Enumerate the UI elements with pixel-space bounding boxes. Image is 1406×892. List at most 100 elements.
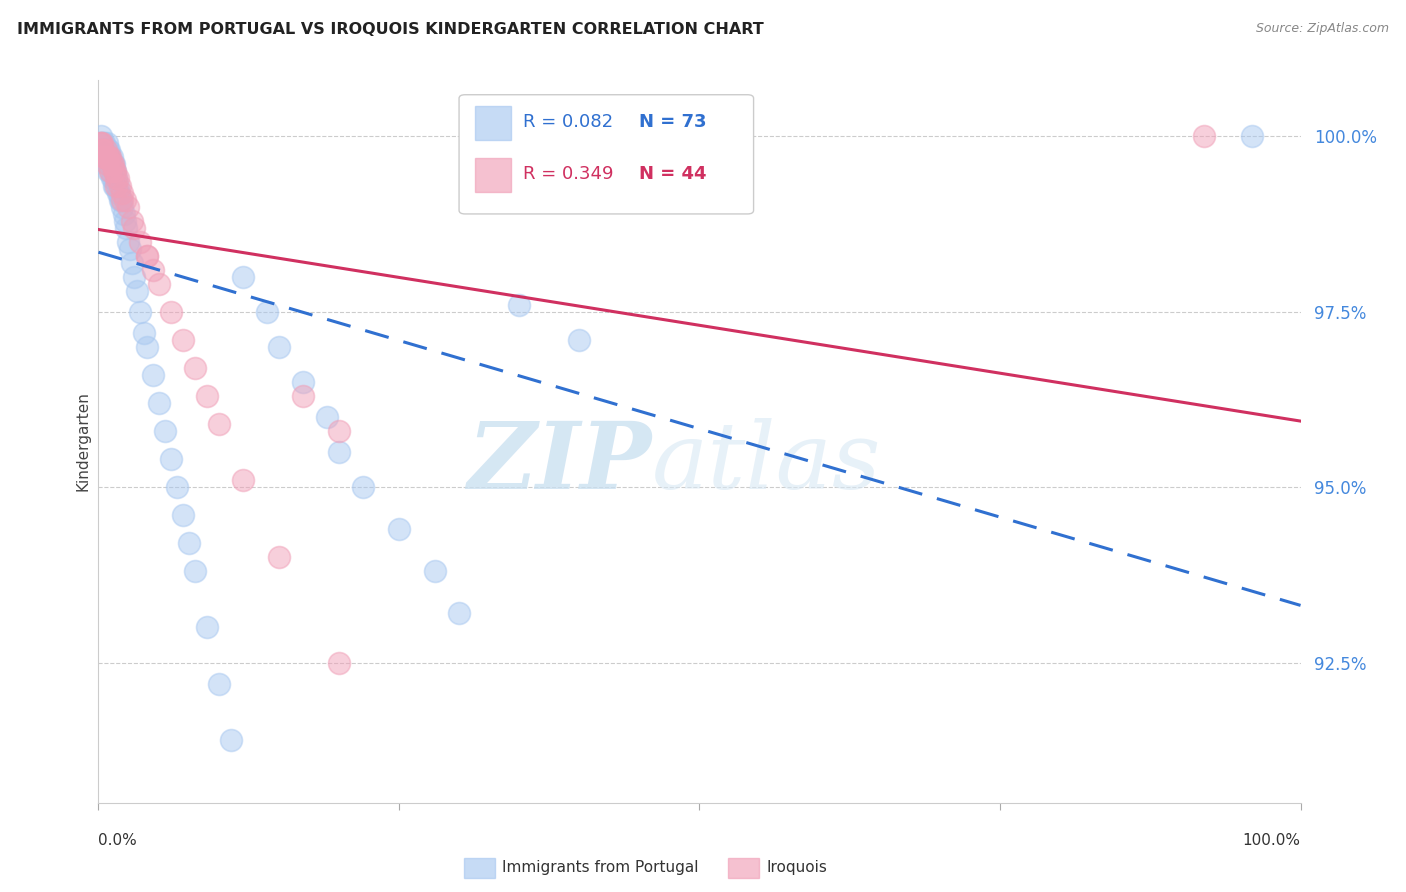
Point [183,564,205,578]
Point [117,235,139,249]
Point [121,255,143,269]
Point [94,151,117,165]
Point [93,151,115,165]
Point [90,144,112,158]
Point [100,157,122,171]
Point [96,151,118,165]
Point [219,732,242,747]
Point [111,186,134,200]
Point [90,136,112,151]
Text: 100.0%: 100.0% [1243,833,1301,847]
Point [256,305,278,319]
Point [97,151,120,165]
Point [103,178,125,193]
Point [107,186,129,200]
Point [111,193,134,207]
Point [232,473,254,487]
Point [94,157,117,171]
Point [568,333,591,347]
Point [132,326,155,340]
Point [159,452,181,467]
Point [328,424,350,438]
Point [112,206,135,220]
Text: Immigrants from Portugal: Immigrants from Portugal [502,861,699,875]
Point [91,136,114,151]
Point [114,193,136,207]
Point [91,151,114,165]
Point [100,151,122,165]
Point [141,368,163,382]
Point [91,136,114,151]
Point [352,480,374,494]
Text: R = 0.082: R = 0.082 [523,113,613,131]
Point [100,151,122,165]
Point [208,417,231,431]
Point [91,144,114,158]
Point [98,144,121,158]
Point [315,409,337,424]
Point [141,262,163,277]
Point [103,164,125,178]
Text: ZIP: ZIP [467,418,651,508]
Point [93,151,115,165]
Text: N = 44: N = 44 [640,165,707,183]
Point [100,164,122,178]
Text: IMMIGRANTS FROM PORTUGAL VS IROQUOIS KINDERGARTEN CORRELATION CHART: IMMIGRANTS FROM PORTUGAL VS IROQUOIS KIN… [17,22,763,37]
Point [447,607,470,621]
Point [124,269,146,284]
Point [115,220,138,235]
FancyBboxPatch shape [458,95,754,214]
Point [94,144,117,158]
Y-axis label: Kindergarten: Kindergarten [75,392,90,491]
Point [129,235,152,249]
Point [110,193,132,207]
Point [96,151,118,165]
Point [177,536,200,550]
Point [104,164,127,178]
Text: atlas: atlas [651,418,882,508]
Point [108,186,131,200]
Point [89,136,111,151]
Point [208,676,231,690]
Point [328,445,350,459]
Point [100,171,122,186]
Point [195,389,218,403]
Point [111,200,134,214]
Point [91,144,114,158]
Point [91,136,114,151]
Point [159,305,181,319]
Point [267,340,290,354]
Point [91,151,114,165]
Point [96,157,118,171]
Point [267,550,290,565]
Point [117,200,139,214]
Point [118,242,141,256]
Point [124,220,146,235]
Point [423,564,446,578]
Point [107,178,129,193]
Point [328,656,350,670]
Point [183,360,205,375]
Point [121,213,143,227]
Point [104,178,127,193]
Point [101,157,124,171]
Point [107,171,129,186]
Point [148,396,170,410]
Point [90,129,112,144]
Point [172,333,194,347]
Point [508,298,530,312]
Point [100,164,122,178]
Point [103,157,125,171]
Point [105,178,128,193]
Point [166,480,188,494]
Point [135,249,157,263]
Point [195,620,218,634]
Point [98,157,121,171]
Point [105,171,128,186]
Text: Iroquois: Iroquois [766,861,827,875]
Point [125,284,148,298]
Point [94,144,117,158]
Point [135,249,157,263]
Text: Source: ZipAtlas.com: Source: ZipAtlas.com [1256,22,1389,36]
Point [101,157,124,171]
